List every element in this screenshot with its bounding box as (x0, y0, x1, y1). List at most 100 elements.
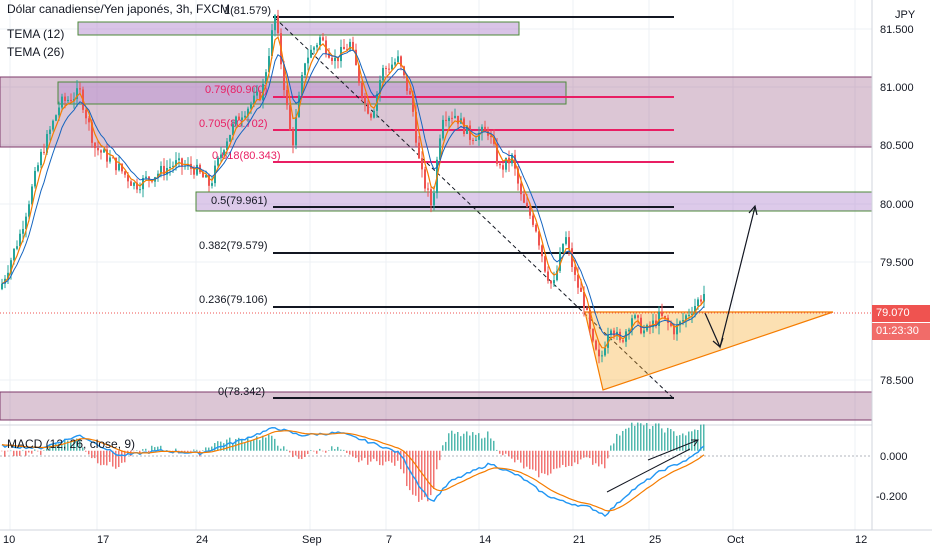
macd-bar (316, 450, 318, 454)
macd-bar (100, 450, 102, 466)
macd-bar (547, 450, 549, 476)
candle-body (457, 115, 459, 124)
macd-bar (202, 450, 204, 451)
macd-arrow-head (691, 439, 699, 447)
macd-bar (592, 450, 594, 465)
macd-bar (436, 450, 438, 470)
macd-bar (244, 442, 246, 451)
macd-bar (367, 450, 369, 465)
macd-bar (502, 450, 504, 456)
macd-legend[interactable]: MACD (12, 26, close, 9) (7, 437, 136, 451)
macd-trend-arrow[interactable] (647, 439, 699, 461)
price-tick: 80.000 (880, 199, 914, 211)
candle-body (571, 248, 573, 267)
chart-title: Dólar canadiense/Yen japonés, 3h, FXCM (7, 2, 231, 16)
macd-bar (256, 436, 258, 451)
macd-bar (478, 433, 480, 451)
macd-bar (262, 435, 264, 451)
macd-bar (643, 425, 645, 451)
forecast-arrows[interactable] (704, 204, 758, 349)
candle-body (703, 293, 705, 302)
candle-body (544, 256, 546, 272)
macd-bar (130, 450, 132, 457)
macd-bar (1, 450, 3, 452)
macd-bar (448, 433, 450, 451)
candle-body (691, 313, 693, 315)
candle-body (496, 143, 498, 164)
candle-body (565, 237, 567, 244)
macd-bar (73, 439, 75, 451)
macd-bar (304, 450, 306, 457)
price-tick: 78.500 (880, 375, 914, 387)
candle-body (595, 340, 597, 350)
macd-bar (640, 423, 642, 451)
macd-bar (613, 443, 615, 451)
zone-upper-inner[interactable] (57, 81, 567, 105)
zone-upper[interactable] (0, 76, 873, 148)
candle-body (97, 148, 99, 151)
macd-bar (19, 450, 21, 456)
zone-lower[interactable] (0, 391, 873, 421)
macd-bar (418, 450, 420, 502)
macd-bar (70, 441, 72, 451)
candle-body (88, 118, 90, 123)
macd-bar (145, 448, 147, 451)
fib-label: 0.618(80.343) (212, 150, 281, 162)
candle-body (274, 15, 276, 31)
candle-body (118, 163, 120, 171)
candle-body (19, 233, 21, 247)
macd-bar (499, 450, 501, 454)
candle-body (583, 291, 585, 309)
candle-body (619, 331, 621, 341)
candle-body (454, 115, 456, 118)
triangle-pattern[interactable] (584, 311, 834, 391)
triangle-fill (584, 311, 834, 391)
candle-body (178, 158, 180, 161)
tema-26-legend[interactable]: TEMA (26) (7, 45, 65, 59)
macd-bar (196, 449, 198, 451)
candle-body (139, 189, 141, 191)
candle-body (358, 65, 360, 83)
candle-body (646, 325, 648, 331)
candle-body (559, 251, 561, 271)
candle-body (355, 49, 357, 66)
candle-body (226, 141, 228, 151)
macd-bar (325, 450, 327, 453)
macd-bar (583, 450, 585, 458)
macd-bar (412, 450, 414, 495)
candle-body (292, 130, 294, 146)
candle-body (244, 115, 246, 118)
macd-bar (322, 450, 324, 452)
candle-body (112, 157, 114, 159)
candle-body (94, 142, 96, 149)
candle-body (40, 151, 42, 166)
macd-bar (289, 450, 291, 453)
tema-12-legend[interactable]: TEMA (12) (7, 27, 65, 41)
macd-bar (331, 446, 333, 451)
macd-bar (346, 450, 348, 453)
candle-body (64, 96, 66, 101)
macd-bar (337, 446, 339, 451)
candle-body (664, 315, 666, 318)
macd-bar (298, 450, 300, 459)
candle-body (289, 105, 291, 131)
candle-body (568, 237, 570, 249)
candle-body (634, 315, 636, 319)
candle-body (163, 165, 165, 175)
candle-body (679, 321, 681, 326)
macd-bar (631, 422, 633, 451)
candle-body (121, 163, 123, 172)
candle-body (613, 330, 615, 336)
zone-top[interactable] (77, 21, 520, 36)
candle-body (175, 160, 177, 166)
macd-bar (385, 450, 387, 462)
time-tick: 14 (479, 534, 491, 546)
macd-trend-line[interactable] (606, 448, 691, 493)
macd-bar (40, 450, 42, 455)
macd-bar (655, 423, 657, 451)
candle-body (313, 47, 315, 50)
candle-body (370, 113, 372, 118)
candle-body (547, 271, 549, 281)
candle-body (400, 56, 402, 67)
